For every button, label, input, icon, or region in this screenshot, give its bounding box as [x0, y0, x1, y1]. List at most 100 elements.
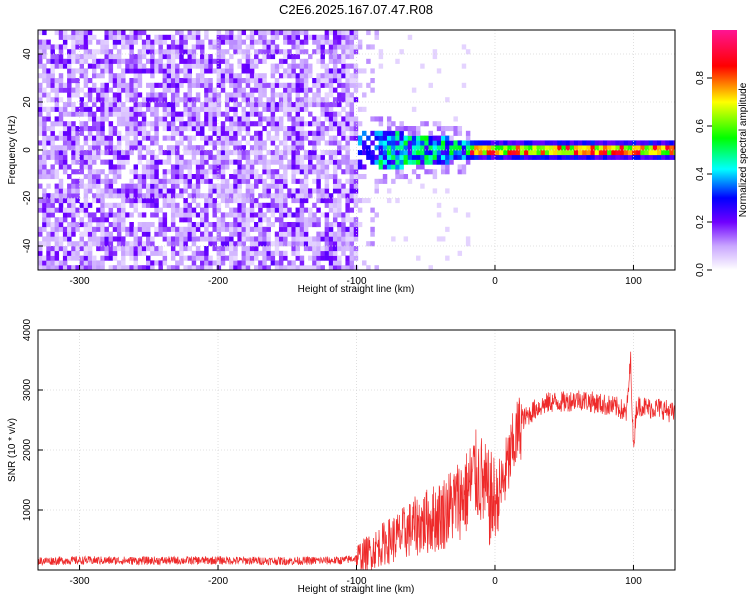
spectrogram-cell: [386, 188, 392, 194]
spectrogram-cell: [146, 236, 151, 242]
spectrogram-cell: [245, 102, 251, 108]
spectrogram-cell: [62, 169, 68, 175]
spectrogram-cell: [386, 198, 392, 204]
spectrogram-cell: [191, 44, 197, 50]
spectrogram-cell: [486, 145, 492, 151]
spectrogram-cell: [274, 241, 280, 247]
spectrogram-cell: [229, 126, 234, 132]
spectrogram-cell: [183, 92, 188, 98]
spectrogram-cell: [324, 97, 330, 103]
spectrogram-cell: [270, 207, 276, 213]
spectrogram-cell: [224, 49, 230, 55]
spectrogram-cell: [108, 130, 114, 136]
spectrogram-cell: [208, 140, 213, 146]
spectrogram-cell: [316, 140, 321, 146]
spectrogram-cell: [129, 130, 134, 136]
spectrogram-cell: [79, 39, 84, 45]
spectrogram-cell: [411, 159, 417, 165]
spectrogram-cell: [204, 140, 209, 146]
spectrogram-cell: [370, 140, 375, 146]
spectrogram-cell: [104, 150, 109, 156]
spectrogram-cell: [67, 49, 72, 55]
spectrogram-cell: [141, 241, 147, 247]
spectrogram-cell: [416, 255, 421, 261]
spectrogram-cell: [146, 97, 151, 103]
spectrogram-cell: [220, 130, 226, 136]
spectrogram-cell: [125, 150, 130, 156]
spectrogram-cell: [328, 92, 334, 98]
spectrogram-cell: [308, 193, 313, 199]
spectrogram-cell: [312, 265, 317, 270]
spectrogram-cell: [233, 169, 238, 175]
spectrogram-cell: [420, 121, 425, 127]
spectrogram-cell: [191, 121, 197, 127]
spectrogram-cell: [274, 260, 280, 266]
spectrogram-cell: [137, 68, 143, 74]
spectrogram-cell: [291, 246, 296, 252]
spectrogram-cell: [146, 121, 151, 127]
spectrogram-cell: [295, 217, 301, 223]
spectrogram-cell: [254, 178, 259, 184]
spectrogram-cell: [274, 145, 280, 151]
spectrogram-cell: [92, 34, 97, 40]
spectrogram-cell: [208, 63, 213, 69]
spectrogram-cell: [324, 188, 330, 194]
spectrogram-cell: [320, 164, 325, 170]
spectrogram-cell: [644, 154, 649, 160]
spectrogram-cell: [465, 159, 471, 165]
spectrogram-cell: [341, 236, 346, 242]
spectrogram-cell: [366, 30, 371, 36]
spectrogram-cell: [420, 63, 425, 69]
spectrogram-cell: [266, 255, 271, 261]
spectrogram-cell: [166, 68, 172, 74]
spectrogram-cell: [200, 174, 205, 180]
spectrogram-cell: [424, 121, 429, 127]
spectrogram-cell: [175, 49, 180, 55]
spectrogram-cell: [87, 217, 93, 223]
spectrogram-cell: [270, 193, 276, 199]
spectrogram-cell: [245, 265, 251, 270]
spectrogram-cell: [62, 106, 68, 112]
spectrogram-cell: [528, 150, 533, 156]
spectrogram-cell: [46, 140, 51, 146]
spectrogram-cell: [108, 250, 114, 256]
spectrogram-cell: [644, 145, 649, 151]
spectrogram-cell: [150, 164, 155, 170]
spectrogram-cell: [191, 30, 197, 36]
spectrogram-cell: [220, 126, 226, 132]
spectrogram-cell: [494, 140, 500, 146]
spectrogram-cell: [212, 188, 217, 194]
spectrogram-cell: [299, 255, 305, 261]
spectrogram-cell: [287, 130, 292, 136]
spectrogram-cell: [92, 159, 97, 165]
spectrogram-cell: [295, 63, 301, 69]
spectrogram-cell: [187, 68, 193, 74]
spectrogram-cell: [299, 87, 305, 93]
spectrogram-cell: [341, 63, 346, 69]
spectrogram-cell: [42, 217, 47, 223]
spectrogram-cell: [291, 63, 296, 69]
spectrogram-cell: [328, 202, 334, 208]
spectrogram-cell: [96, 106, 101, 112]
spectrogram-cell: [233, 39, 238, 45]
spectrogram-cell: [200, 260, 205, 266]
spectrogram-cell: [428, 145, 433, 151]
spectrogram-cell: [573, 154, 579, 160]
spectrogram-cell: [416, 150, 421, 156]
spectrogram-cell: [299, 260, 305, 266]
spectrogram-cell: [150, 49, 155, 55]
spectrogram-cell: [411, 130, 417, 136]
spectrogram-cell: [116, 111, 122, 117]
spectrogram-cell: [162, 198, 168, 204]
spectrogram-cell: [175, 231, 180, 237]
spectrogram-cell: [320, 174, 325, 180]
spectrogram-cell: [312, 188, 317, 194]
spectrogram-cell: [357, 106, 363, 112]
spectrogram-cell: [54, 183, 60, 189]
spectrogram-cell: [100, 63, 105, 69]
spectrogram-cell: [308, 63, 313, 69]
spectrogram-cell: [83, 212, 89, 218]
spectrogram-cell: [50, 121, 55, 127]
spectrogram-cell: [341, 193, 346, 199]
spectrogram-cell: [233, 178, 238, 184]
